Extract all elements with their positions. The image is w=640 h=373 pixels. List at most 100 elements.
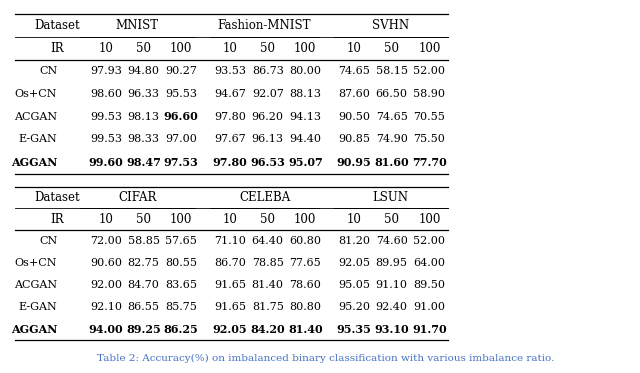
- Text: 92.07: 92.07: [252, 89, 284, 99]
- Text: 98.47: 98.47: [126, 157, 161, 168]
- Text: 100: 100: [294, 42, 316, 55]
- Text: 74.90: 74.90: [376, 134, 408, 144]
- Text: 52.00: 52.00: [413, 66, 445, 76]
- Text: 64.40: 64.40: [252, 236, 284, 247]
- Text: 10: 10: [223, 213, 237, 226]
- Text: MNIST: MNIST: [116, 19, 159, 32]
- Text: 83.65: 83.65: [165, 280, 197, 290]
- Text: SVHN: SVHN: [372, 19, 409, 32]
- Text: 74.65: 74.65: [376, 112, 408, 122]
- Text: 10: 10: [347, 213, 362, 226]
- Text: 71.10: 71.10: [214, 236, 246, 247]
- Text: AGGAN: AGGAN: [11, 324, 57, 335]
- Text: 50: 50: [384, 213, 399, 226]
- Text: 96.13: 96.13: [252, 134, 284, 144]
- Text: 81.75: 81.75: [252, 302, 284, 312]
- Text: 78.60: 78.60: [289, 280, 321, 290]
- Text: 75.50: 75.50: [413, 134, 445, 144]
- Text: 100: 100: [170, 213, 193, 226]
- Text: 78.85: 78.85: [252, 258, 284, 268]
- Text: 77.70: 77.70: [412, 157, 447, 168]
- Text: 90.95: 90.95: [337, 157, 372, 168]
- Text: Dataset: Dataset: [35, 19, 80, 32]
- Text: 77.65: 77.65: [289, 258, 321, 268]
- Text: 97.93: 97.93: [90, 66, 122, 76]
- Text: 50: 50: [260, 213, 275, 226]
- Text: 96.20: 96.20: [252, 112, 284, 122]
- Text: 10: 10: [99, 42, 113, 55]
- Text: 84.70: 84.70: [128, 280, 159, 290]
- Text: AGGAN: AGGAN: [11, 157, 57, 168]
- Text: 89.25: 89.25: [126, 324, 161, 335]
- Text: 87.60: 87.60: [338, 89, 370, 99]
- Text: 92.05: 92.05: [338, 258, 370, 268]
- Text: 10: 10: [347, 42, 362, 55]
- Text: IR: IR: [51, 42, 64, 55]
- Text: Os+CN: Os+CN: [15, 258, 57, 268]
- Text: 95.53: 95.53: [165, 89, 197, 99]
- Text: 81.20: 81.20: [338, 236, 370, 247]
- Text: 10: 10: [223, 42, 237, 55]
- Text: 96.33: 96.33: [127, 89, 159, 99]
- Text: 97.80: 97.80: [212, 157, 248, 168]
- Text: 80.00: 80.00: [289, 66, 321, 76]
- Text: 58.85: 58.85: [127, 236, 159, 247]
- Text: 74.60: 74.60: [376, 236, 408, 247]
- Text: 94.00: 94.00: [89, 324, 124, 335]
- Text: 50: 50: [136, 42, 151, 55]
- Text: 64.00: 64.00: [413, 258, 445, 268]
- Text: 100: 100: [294, 213, 316, 226]
- Text: 100: 100: [418, 42, 440, 55]
- Text: 91.70: 91.70: [412, 324, 447, 335]
- Text: Table 2: Accuracy(%) on imbalanced binary classification with various imbalance : Table 2: Accuracy(%) on imbalanced binar…: [97, 354, 554, 363]
- Text: 100: 100: [418, 213, 440, 226]
- Text: ACGAN: ACGAN: [14, 280, 57, 290]
- Text: 94.40: 94.40: [289, 134, 321, 144]
- Text: 52.00: 52.00: [413, 236, 445, 247]
- Text: 99.53: 99.53: [90, 134, 122, 144]
- Text: 93.53: 93.53: [214, 66, 246, 76]
- Text: CIFAR: CIFAR: [118, 191, 157, 204]
- Text: 86.55: 86.55: [127, 302, 159, 312]
- Text: E-GAN: E-GAN: [19, 134, 57, 144]
- Text: 97.80: 97.80: [214, 112, 246, 122]
- Text: 95.07: 95.07: [288, 157, 323, 168]
- Text: 99.60: 99.60: [89, 157, 124, 168]
- Text: 96.60: 96.60: [164, 111, 198, 122]
- Text: 96.53: 96.53: [250, 157, 285, 168]
- Text: 58.90: 58.90: [413, 89, 445, 99]
- Text: Os+CN: Os+CN: [15, 89, 57, 99]
- Text: 91.10: 91.10: [376, 280, 408, 290]
- Text: 70.55: 70.55: [413, 112, 445, 122]
- Text: 89.50: 89.50: [413, 280, 445, 290]
- Text: 74.65: 74.65: [338, 66, 370, 76]
- Text: 97.67: 97.67: [214, 134, 246, 144]
- Text: 86.25: 86.25: [164, 324, 198, 335]
- Text: IR: IR: [51, 213, 64, 226]
- Text: LSUN: LSUN: [372, 191, 408, 204]
- Text: 98.60: 98.60: [90, 89, 122, 99]
- Text: 60.80: 60.80: [289, 236, 321, 247]
- Text: 92.10: 92.10: [90, 302, 122, 312]
- Text: 97.53: 97.53: [164, 157, 198, 168]
- Text: 66.50: 66.50: [376, 89, 408, 99]
- Text: 80.80: 80.80: [289, 302, 321, 312]
- Text: 98.33: 98.33: [127, 134, 159, 144]
- Text: 92.40: 92.40: [376, 302, 408, 312]
- Text: 99.53: 99.53: [90, 112, 122, 122]
- Text: 88.13: 88.13: [289, 89, 321, 99]
- Text: 98.13: 98.13: [127, 112, 159, 122]
- Text: 91.65: 91.65: [214, 302, 246, 312]
- Text: ACGAN: ACGAN: [14, 112, 57, 122]
- Text: 82.75: 82.75: [128, 258, 159, 268]
- Text: 90.27: 90.27: [165, 66, 197, 76]
- Text: 89.95: 89.95: [376, 258, 408, 268]
- Text: 95.05: 95.05: [338, 280, 370, 290]
- Text: 50: 50: [384, 42, 399, 55]
- Text: 57.65: 57.65: [165, 236, 197, 247]
- Text: 93.10: 93.10: [374, 324, 409, 335]
- Text: 50: 50: [260, 42, 275, 55]
- Text: 91.00: 91.00: [413, 302, 445, 312]
- Text: 81.40: 81.40: [252, 280, 284, 290]
- Text: 50: 50: [136, 213, 151, 226]
